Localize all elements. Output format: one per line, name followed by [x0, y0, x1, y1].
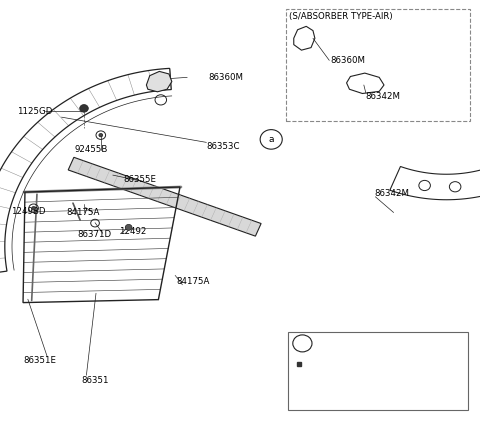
Text: 86360M: 86360M [209, 73, 244, 82]
Text: (S/ABSORBER TYPE-AIR): (S/ABSORBER TYPE-AIR) [289, 11, 393, 21]
Text: 86156: 86156 [338, 378, 366, 387]
Text: 1249BD: 1249BD [11, 207, 45, 216]
Circle shape [125, 224, 132, 230]
Bar [288, 332, 468, 410]
Text: 86351: 86351 [82, 376, 109, 385]
Text: 92455B: 92455B [74, 145, 108, 154]
Text: 86155: 86155 [389, 368, 416, 377]
Text: 86342M: 86342M [366, 92, 401, 102]
Text: 84175A: 84175A [177, 277, 210, 286]
Text: a: a [300, 339, 305, 348]
Text: 86342M: 86342M [374, 189, 409, 198]
Bar [286, 8, 470, 121]
Text: 12492: 12492 [119, 227, 146, 236]
Text: 84175A: 84175A [66, 208, 100, 217]
Polygon shape [68, 157, 261, 236]
Text: 86355E: 86355E [124, 175, 157, 184]
Text: 86360M: 86360M [330, 56, 365, 65]
Polygon shape [146, 71, 172, 92]
Circle shape [32, 207, 36, 210]
Text: 1125GD: 1125GD [17, 107, 52, 116]
Text: 86351E: 86351E [23, 356, 56, 365]
Circle shape [80, 105, 88, 112]
Text: 86157A: 86157A [338, 360, 372, 369]
Text: a: a [268, 135, 274, 144]
Circle shape [297, 381, 300, 384]
Text: 86353C: 86353C [206, 142, 240, 151]
Circle shape [99, 133, 103, 137]
Text: 86371D: 86371D [78, 230, 112, 239]
